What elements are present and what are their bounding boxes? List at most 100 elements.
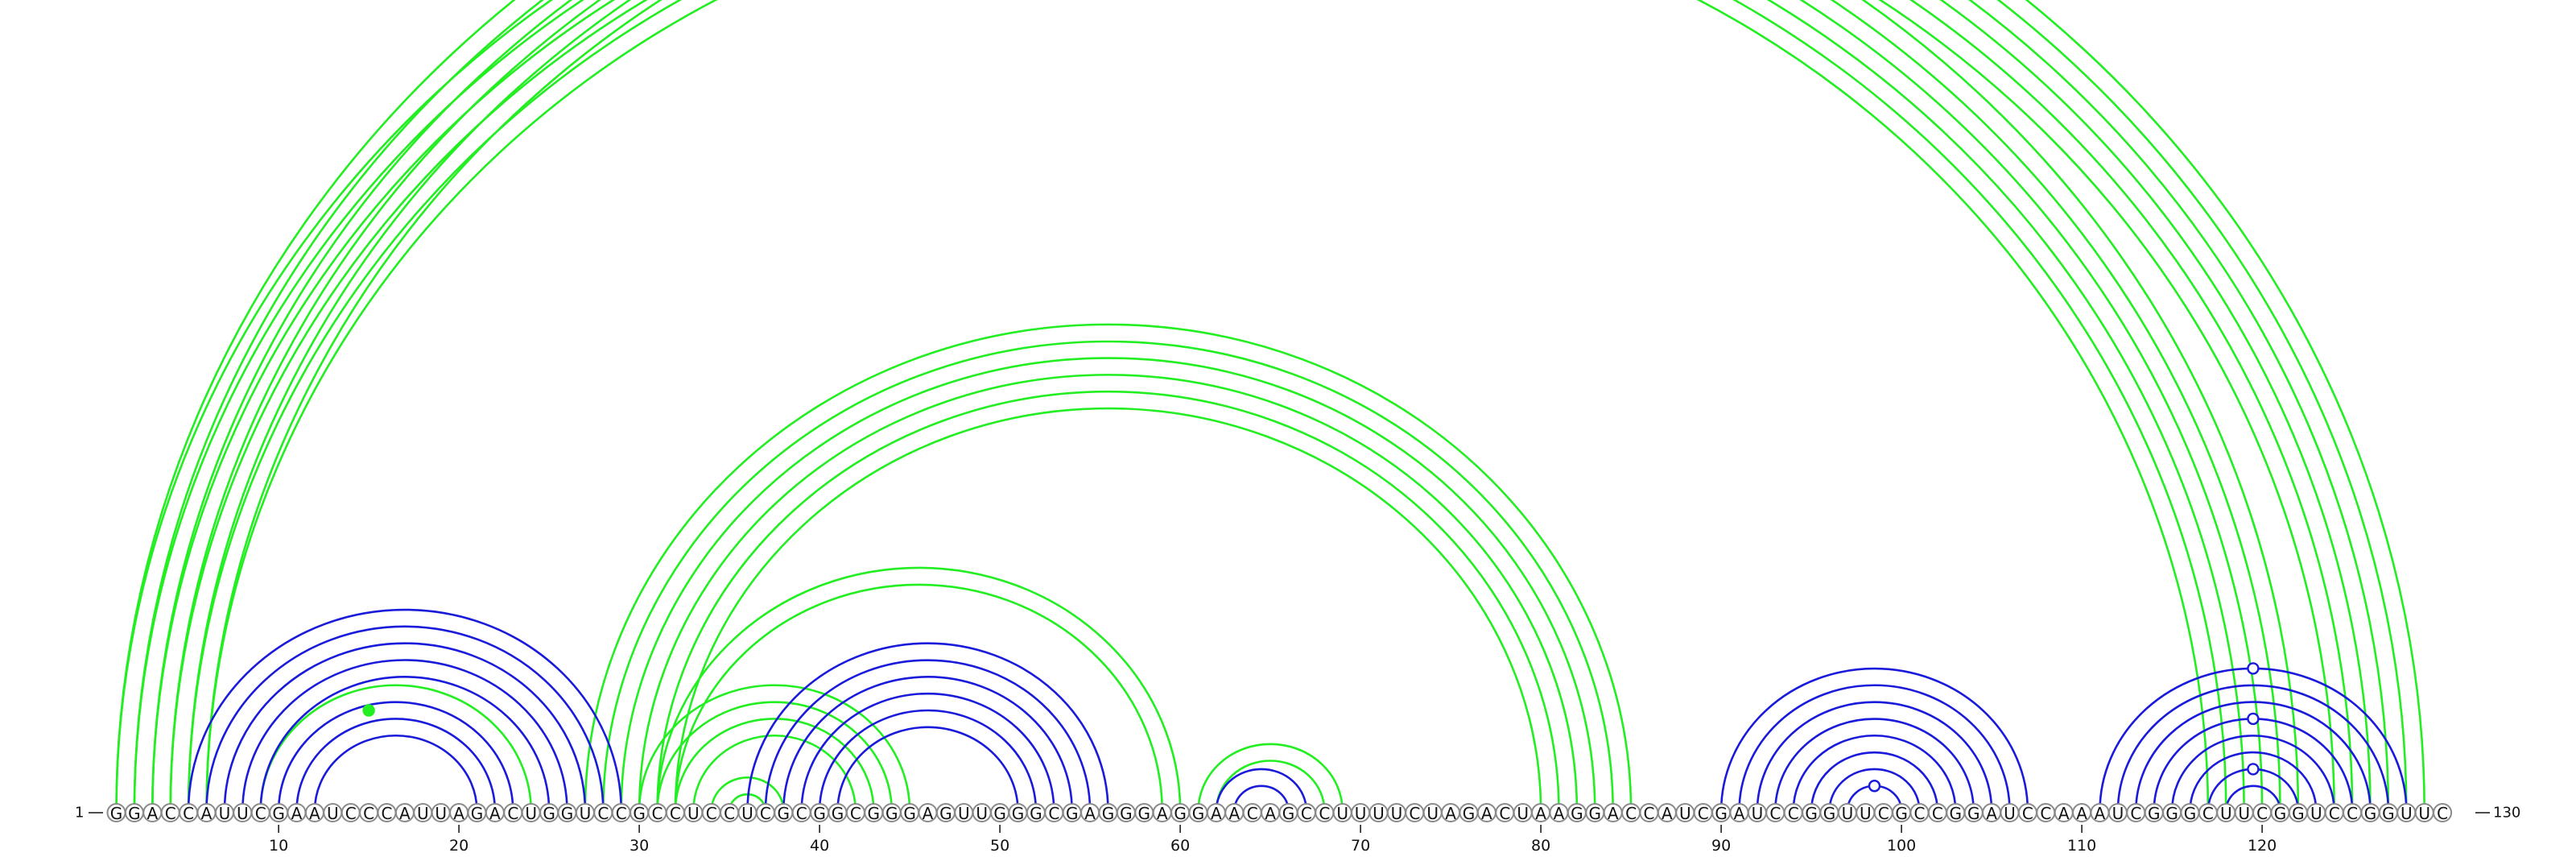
position-ticks: 10 20 30 40 50 60 70 80 90 100 110 120 [269, 825, 2277, 855]
nucleotide-letter: C [2256, 804, 2268, 823]
nucleotide-letter: C [183, 804, 194, 823]
arc-95-102 [1810, 751, 1939, 812]
nucleotide-letter: C [2130, 804, 2141, 823]
nucleotide-letter: U [741, 804, 753, 823]
nucleotide-letter: G [1066, 804, 1079, 823]
start-label: 1 [75, 805, 84, 822]
arc-1-122 [115, 0, 2300, 812]
nucleotide-75: A [1441, 803, 1461, 823]
arc-marker-97-100 [1868, 780, 1881, 793]
nucleotide-letter: G [2148, 804, 2161, 823]
nucleotide-letter: A [1535, 804, 1546, 823]
nucleotide-90: G [1711, 803, 1732, 823]
nucleotide-5: C [179, 803, 199, 823]
nucleotide-letter: G [633, 804, 646, 823]
nucleotide-71: U [1368, 803, 1389, 823]
arc-9-25 [259, 676, 551, 812]
nucleotide-letter: G [110, 804, 123, 823]
nucleotide-85: C [1621, 803, 1641, 823]
nucleotide-79: U [1513, 803, 1533, 823]
nucleotide-73: C [1405, 803, 1425, 823]
nucleotide-15: C [359, 803, 379, 823]
nucleotide-48: U [954, 803, 974, 823]
end-label: 130 [2493, 805, 2520, 822]
nucleotide-107: C [2017, 803, 2037, 823]
nucleotide-103: G [1946, 803, 1966, 823]
nucleotide-letter: G [272, 804, 285, 823]
nucleotide-100: G [1892, 803, 1912, 823]
nucleotide-120: C [2252, 803, 2273, 823]
nucleotide-letter: G [1102, 804, 1115, 823]
nucleotide-59: A [1152, 803, 1172, 823]
nucleotide-94: C [1783, 803, 1803, 823]
nucleotide-letter: U [1517, 804, 1529, 823]
nucleotide-66: G [1278, 803, 1298, 823]
nucleotide-46: A [918, 803, 938, 823]
nucleotide-102: C [1927, 803, 1947, 823]
nucleotide-115: G [2162, 803, 2182, 823]
nucleotide-34: C [701, 803, 721, 823]
arc-1-129 [115, 0, 2425, 812]
nucleotide-16: C [377, 803, 397, 823]
nucleotide-letter: G [1895, 804, 1908, 823]
tick-label-120: 120 [2248, 837, 2277, 855]
nucleotide-letter: U [1426, 804, 1439, 823]
nucleotide-letter: G [993, 804, 1006, 823]
nucleotide-98: U [1856, 803, 1876, 823]
nucleotide-25: G [539, 803, 559, 823]
nucleotide-1: G [106, 803, 126, 823]
nucleotide-letter: G [813, 804, 826, 823]
nucleotide-38: G [774, 803, 794, 823]
nucleotide-110: A [2072, 803, 2092, 823]
nucleotide-letter: C [1247, 804, 1258, 823]
nucleotide-13: U [323, 803, 343, 823]
nucleotide-127: G [2378, 803, 2398, 823]
nucleotide-letter: U [2418, 804, 2430, 823]
nucleotide-126: G [2360, 803, 2380, 823]
nucleotide-124: C [2324, 803, 2344, 823]
nucleotide-letter: C [597, 804, 609, 823]
arc-11-22 [295, 718, 497, 812]
nucleotide-circle [2433, 803, 2453, 822]
nucleotide-letter: U [687, 804, 700, 823]
nucleotide-72: U [1386, 803, 1406, 823]
tick-label-10: 10 [269, 837, 288, 855]
arc-41-51 [836, 726, 1019, 812]
nucleotide-letter: U [976, 804, 988, 823]
tick-label-90: 90 [1711, 837, 1731, 855]
arc-33-42 [692, 734, 857, 812]
nucleotide-letter: G [886, 804, 898, 823]
nucleotide-44: G [881, 803, 902, 823]
nucleotide-letter: C [850, 804, 861, 823]
nucleotide-letter: U [2238, 804, 2250, 823]
arc-6-28 [205, 625, 605, 812]
tick-label-100: 100 [1887, 837, 1916, 855]
nucleotide-letter: A [1265, 804, 1276, 823]
nucleotide-111: A [2090, 803, 2110, 823]
nucleotide-39: C [791, 803, 811, 823]
nucleotide-letter: G [128, 804, 141, 823]
nucleotide-letter: G [1174, 804, 1187, 823]
nucleotide-69: U [1332, 803, 1352, 823]
nucleotide-letter: C [796, 804, 807, 823]
nucleotide-letter: C [1644, 804, 1655, 823]
nucleotide-108: C [2036, 803, 2056, 823]
nucleotide-8: U [233, 803, 253, 823]
arc-2-121 [133, 0, 2281, 812]
nucleotide-letter: C [1625, 804, 1637, 823]
nucleotide-letter: C [1914, 804, 1926, 823]
nucleotide-letter: G [2364, 804, 2377, 823]
nucleotide-letter: C [165, 804, 176, 823]
nucleotide-letter: U [1336, 804, 1348, 823]
nucleotide-64: C [1242, 803, 1262, 823]
nucleotide-27: U [575, 803, 595, 823]
nucleotide-3: A [142, 803, 163, 823]
nucleotide-letter: G [1463, 804, 1476, 823]
nucleotide-53: C [1044, 803, 1064, 823]
nucleotide-letter: G [1571, 804, 1583, 823]
nucleotide-50: G [990, 803, 1010, 823]
nucleotide-letter: C [1698, 804, 1709, 823]
nucleotide-114: G [2144, 803, 2164, 823]
arc-5-125 [187, 0, 2354, 812]
arc-4-126 [169, 0, 2372, 812]
